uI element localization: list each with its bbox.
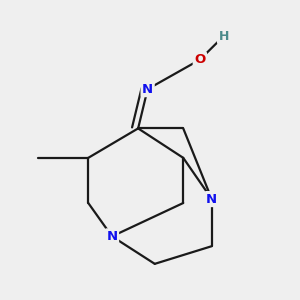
Text: O: O [194,53,206,66]
Text: N: N [106,230,118,243]
Text: H: H [218,30,229,43]
Text: N: N [206,193,217,206]
Text: N: N [142,82,153,96]
